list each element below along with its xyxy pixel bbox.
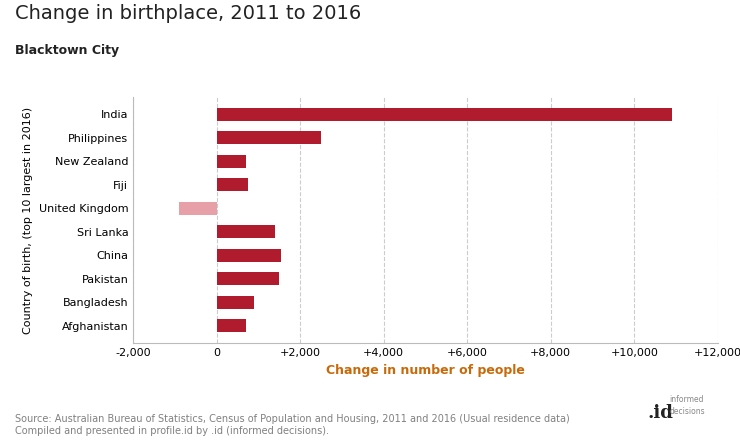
Bar [217, 132, 321, 144]
Text: Change in birthplace, 2011 to 2016: Change in birthplace, 2011 to 2016 [15, 4, 361, 23]
Bar [217, 108, 672, 121]
Bar [217, 296, 255, 308]
Text: .id: .id [648, 404, 673, 422]
Text: Source: Australian Bureau of Statistics, Census of Population and Housing, 2011 : Source: Australian Bureau of Statistics,… [15, 414, 570, 436]
Bar [217, 155, 246, 168]
Bar [217, 319, 246, 332]
Text: informed
decisions: informed decisions [670, 395, 705, 416]
Bar [217, 249, 281, 262]
Y-axis label: Country of birth, (top 10 largest in 2016): Country of birth, (top 10 largest in 201… [23, 106, 33, 334]
Text: Blacktown City: Blacktown City [15, 44, 119, 57]
Bar [179, 202, 217, 215]
Bar [217, 225, 275, 238]
Bar [217, 272, 280, 285]
Bar [217, 178, 248, 191]
X-axis label: Change in number of people: Change in number of people [326, 363, 525, 377]
